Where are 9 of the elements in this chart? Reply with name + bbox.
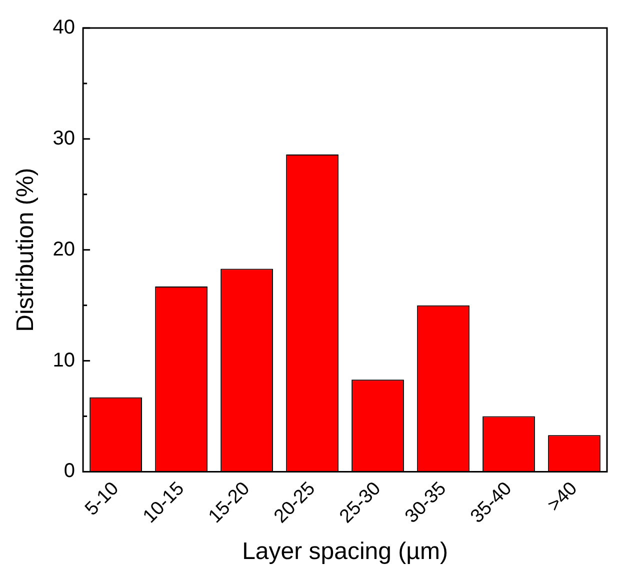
x-axis-title: Layer spacing (µm) [242,538,448,566]
x-tick-label: >40 [544,478,582,516]
x-tick-label: 5-10 [81,478,124,520]
y-axis-title: Distribution (%) [12,168,40,332]
y-tick-label: 10 [52,349,76,372]
y-tick-label: 40 [52,16,76,39]
y-tick-label: 0 [64,460,76,482]
y-tick-label: 20 [52,238,76,260]
y-tick-label: 30 [52,127,76,150]
